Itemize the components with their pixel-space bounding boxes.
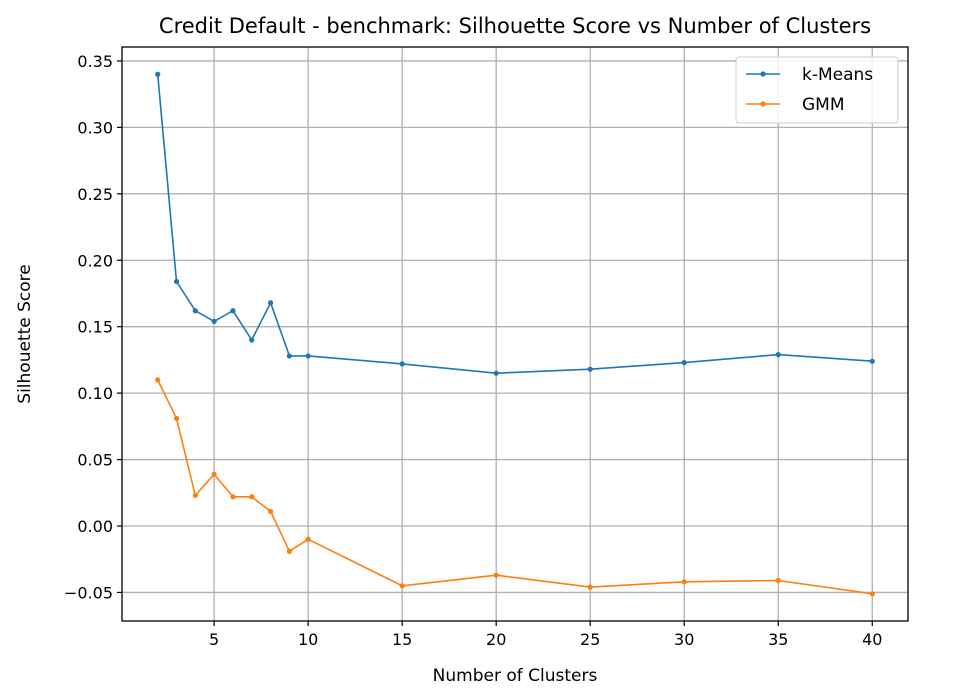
y-tick-label: 0.20 xyxy=(77,251,113,270)
data-point-k-means xyxy=(155,71,161,77)
data-point-k-means xyxy=(305,353,311,359)
data-point-gmm xyxy=(681,579,687,585)
x-tick-label: 20 xyxy=(486,630,506,649)
legend-item-k-means: k-Means xyxy=(746,65,873,85)
data-point-k-means xyxy=(681,359,687,366)
legend-marker-gmm xyxy=(760,101,766,107)
y-tick-label: 0.30 xyxy=(77,118,113,137)
x-tick-label: 40 xyxy=(862,630,882,649)
series-gmm xyxy=(155,377,875,597)
data-point-gmm xyxy=(249,494,255,500)
data-point-k-means xyxy=(211,318,217,324)
legend-marker-k-means xyxy=(760,71,766,77)
data-point-gmm xyxy=(192,492,198,499)
data-point-gmm xyxy=(230,494,236,500)
plot-area-frame xyxy=(121,46,909,622)
data-point-k-means xyxy=(286,353,292,359)
series-k-means xyxy=(155,71,875,376)
legend-item-gmm: GMM xyxy=(746,95,845,115)
data-point-k-means xyxy=(230,308,236,314)
chart-title: Credit Default - benchmark: Silhouette S… xyxy=(159,14,871,38)
y-tick-label: −0.05 xyxy=(64,583,113,602)
legend: k-Means GMM xyxy=(735,56,899,124)
data-point-k-means xyxy=(869,358,875,364)
y-tick-label: 0.00 xyxy=(77,517,113,536)
legend-label-k-means: k-Means xyxy=(802,65,873,85)
data-point-k-means xyxy=(493,370,499,376)
data-point-gmm xyxy=(211,471,217,477)
data-point-gmm xyxy=(155,377,161,383)
y-tick-label: 0.05 xyxy=(77,451,113,470)
data-point-gmm xyxy=(267,508,274,514)
x-tick-label: 25 xyxy=(580,630,600,649)
data-point-k-means xyxy=(587,366,593,372)
data-point-gmm xyxy=(399,583,405,589)
axis-ticks: 5 10 15 20 25 30 35 40 −0.05 0.00 0.05 0.10 0.15 0.20… xyxy=(64,52,882,649)
x-tick-label: 10 xyxy=(298,630,318,649)
data-point-k-means xyxy=(249,337,255,343)
plot-series xyxy=(155,71,875,597)
data-point-gmm xyxy=(305,536,311,542)
x-tick-label: 35 xyxy=(768,630,788,649)
data-point-k-means xyxy=(173,278,180,285)
data-point-gmm xyxy=(587,584,593,590)
x-axis-label: Number of Clusters xyxy=(433,666,598,686)
x-tick-label: 30 xyxy=(674,630,694,649)
y-tick-label: 0.10 xyxy=(77,384,113,403)
data-point-k-means xyxy=(267,300,274,306)
x-tick-label: 15 xyxy=(392,630,412,649)
data-point-k-means xyxy=(399,361,405,367)
data-point-k-means xyxy=(192,308,198,314)
legend-label-gmm: GMM xyxy=(802,95,845,115)
data-point-gmm xyxy=(493,572,499,578)
data-point-gmm xyxy=(286,548,292,554)
data-point-gmm xyxy=(173,415,180,421)
x-tick-label: 5 xyxy=(209,630,219,649)
data-point-gmm xyxy=(869,591,875,597)
grid xyxy=(122,47,908,621)
y-tick-label: 0.25 xyxy=(77,185,113,204)
y-tick-label: 0.35 xyxy=(77,52,113,71)
y-tick-label: 0.15 xyxy=(77,318,113,337)
y-axis-label: Silhouette Score xyxy=(15,264,35,403)
data-point-k-means xyxy=(775,351,781,358)
data-point-gmm xyxy=(775,577,781,584)
